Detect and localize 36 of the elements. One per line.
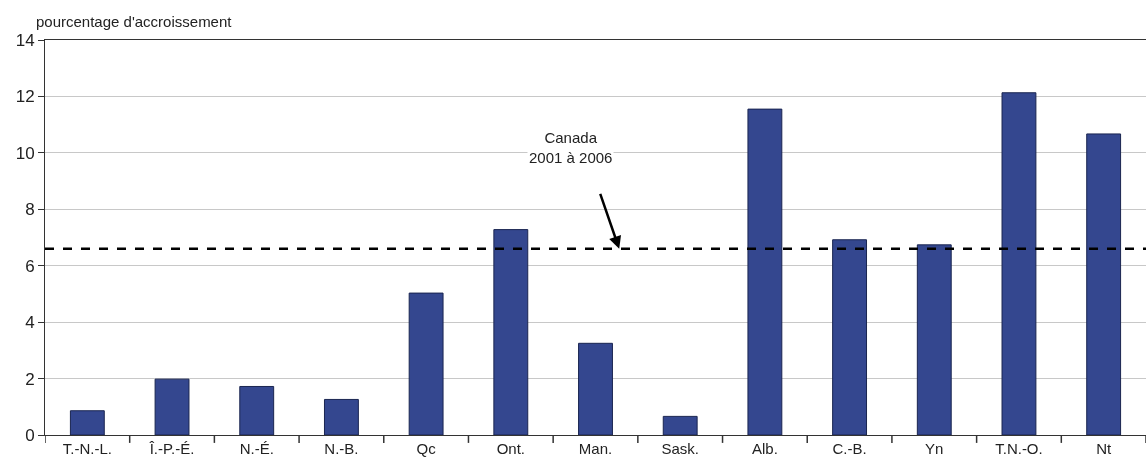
x-tick-label: Man. xyxy=(578,440,613,457)
x-tick-label: T.N.-O. xyxy=(995,440,1043,457)
y-axis-title: pourcentage d'accroissement xyxy=(36,13,233,30)
y-tick-label: 2 xyxy=(25,369,35,389)
x-tick-label: Î.-P.-É. xyxy=(148,440,195,457)
bar xyxy=(1086,133,1122,435)
y-tick-label: 14 xyxy=(15,30,35,50)
bar xyxy=(832,239,868,435)
bar xyxy=(916,244,952,435)
x-tick-label: N.-B. xyxy=(324,440,359,457)
bar xyxy=(662,415,698,435)
bar xyxy=(493,229,529,435)
y-tick-label: 12 xyxy=(15,87,35,107)
bar xyxy=(747,108,783,435)
bar xyxy=(1001,92,1037,435)
x-tick-label: N.-É. xyxy=(239,440,274,457)
bar xyxy=(69,410,105,435)
x-tick-label: Sask. xyxy=(661,440,699,457)
ref-line-label: Canada 2001 à 2006 xyxy=(529,129,613,166)
bar xyxy=(323,398,359,435)
x-tick-label: Qc xyxy=(416,440,437,457)
x-tick-label: Ont. xyxy=(496,440,525,457)
x-tick-label: Nt xyxy=(1096,440,1112,457)
y-tick-label: 0 xyxy=(25,425,35,445)
x-tick-label: T.-N.-L. xyxy=(62,440,112,457)
bar xyxy=(154,378,190,435)
bar xyxy=(239,385,275,435)
x-tick-label: Alb. xyxy=(751,440,778,457)
bar xyxy=(408,292,444,435)
y-tick-label: 4 xyxy=(25,313,35,333)
x-tick-label: C.-B. xyxy=(832,440,867,457)
x-tick-label: Yn xyxy=(925,440,944,457)
y-tick-label: 6 xyxy=(25,256,35,276)
bar xyxy=(578,342,613,435)
y-tick-label: 10 xyxy=(15,143,35,163)
y-tick-label: 8 xyxy=(25,200,35,220)
